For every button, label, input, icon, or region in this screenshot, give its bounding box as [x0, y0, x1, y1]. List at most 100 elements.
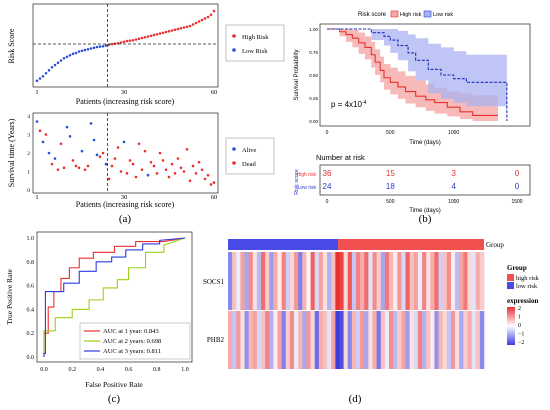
heatmap-cell-phb2: [302, 311, 307, 369]
risk-score-point: [68, 53, 72, 57]
km-ytick: 1.00: [309, 27, 318, 32]
heatmap-cell-phb2: [384, 311, 390, 369]
heatmap-cell-phb2: [372, 311, 377, 369]
heatmap-cell-phb2: [356, 311, 361, 369]
risk-score-point: [95, 45, 99, 49]
heatmap-cell-socs1: [306, 252, 311, 310]
risk-table-cell: 18: [386, 182, 395, 191]
risk-score-point: [152, 33, 156, 37]
roc-xtick: 0.8: [153, 367, 161, 373]
survival-time-point: [143, 149, 147, 153]
risk-table-title: Number at risk: [316, 153, 365, 162]
risk-table-cell: 36: [323, 169, 332, 178]
km-curve-low: [327, 28, 508, 121]
risk-score-point: [44, 71, 48, 75]
risk-score-point: [170, 29, 174, 32]
risk-score-point: [101, 44, 105, 48]
survival-time-point: [125, 172, 129, 175]
risk-table-cell: 0: [515, 169, 520, 178]
survival-time-point: [92, 138, 96, 142]
risk-score-point: [179, 26, 183, 30]
heatmap-cell-socs1: [401, 252, 406, 310]
risk-score-point: [176, 27, 180, 31]
heatmap-cell-socs1: [368, 252, 373, 310]
survival-time-point: [128, 159, 132, 162]
km-ytick: 0.25: [309, 96, 318, 101]
heatmap-cell-socs1: [479, 252, 485, 310]
heatmap-panel: Group SOCS1 PHB2 Group high risk low ris…: [203, 239, 540, 369]
panel-label-a: (a): [119, 213, 132, 225]
risk-score-point: [74, 51, 78, 55]
survival-time-point: [101, 151, 105, 155]
heatmap-cell-phb2: [236, 311, 241, 369]
risk-score-point: [125, 39, 129, 43]
heatmap-cell-phb2: [417, 311, 423, 369]
survival-time-xtick: 1: [35, 194, 38, 201]
heatmap-cell-socs1: [228, 252, 233, 310]
risk-score-point: [182, 26, 186, 29]
risk-score-point: [185, 25, 189, 29]
risk-score-ylabel: Risk Score: [7, 28, 16, 63]
risk-table-xtick: 0: [326, 199, 329, 205]
risk-table-xlabel: Time (days): [409, 208, 440, 214]
survival-time-point: [44, 133, 48, 136]
roc-curve: [43, 237, 186, 357]
heatmap-cell-socs1: [343, 252, 349, 310]
risk-score-point: [71, 52, 75, 56]
heatmap-cell-phb2: [450, 311, 456, 369]
survival-time-point: [206, 173, 210, 177]
heatmap-cell-socs1: [364, 252, 369, 310]
survival-time-xlabel: Patients (increasing risk score): [76, 200, 175, 209]
heatmap-cell-phb2: [455, 311, 460, 369]
roc-ytick: 0.2: [27, 331, 35, 337]
legend-high-risk-label: High Risk: [242, 34, 269, 41]
risk-score-point: [35, 79, 39, 83]
heatmap-cell-phb2: [405, 311, 410, 369]
legend-dead-marker: [232, 161, 236, 165]
survival-time-point: [182, 170, 186, 173]
roc-ytick: 0.6: [27, 284, 35, 290]
km-xlabel: Time (days): [409, 140, 440, 146]
survival-time-point: [89, 122, 93, 125]
risk-score-point: [89, 47, 93, 50]
heatmap-cell-phb2: [459, 311, 464, 369]
heatmap-cell-socs1: [269, 252, 274, 310]
risk-score-point: [158, 32, 162, 35]
risk-score-point: [119, 41, 123, 44]
heatmap-cell-phb2: [248, 311, 254, 369]
heatmap-cell-phb2: [269, 311, 274, 369]
heatmap-cell-phb2: [331, 311, 336, 369]
roc-ylabel: True Positive Rate: [5, 269, 14, 325]
heatmap-cell-socs1: [351, 252, 357, 310]
heatmap-cell-socs1: [281, 252, 287, 310]
heatmap-cell-socs1: [248, 252, 254, 310]
km-xtick: 500: [386, 130, 395, 136]
survival-time-point: [47, 151, 51, 155]
heatmap-cell-socs1: [314, 252, 320, 310]
heatmap-cell-phb2: [446, 311, 452, 369]
survival-time-point: [41, 140, 45, 144]
risk-score-point: [173, 28, 177, 32]
km-pvalue-base: p = 4x10: [331, 100, 362, 109]
heatmap-cell-socs1: [372, 252, 377, 310]
survival-time-point: [107, 177, 111, 181]
heatmap-cell-phb2: [442, 311, 448, 369]
risk-score-point: [131, 38, 135, 42]
risk-score-point: [167, 29, 171, 33]
roc-ytick: 0.4: [27, 307, 35, 313]
heatmap-cell-socs1: [430, 252, 435, 310]
survival-time-point: [185, 148, 189, 151]
heatmap-cell-phb2: [360, 311, 365, 369]
km-curves: [327, 28, 508, 121]
heatmap-cell-phb2: [318, 311, 324, 369]
survival-time-point: [53, 157, 57, 160]
risk-score-point: [209, 13, 213, 17]
heatmap-cell-phb2: [310, 311, 316, 369]
heatmap-cell-phb2: [322, 311, 328, 369]
heatmap-cell-socs1: [397, 252, 402, 310]
heatmap-cell-phb2: [244, 311, 249, 369]
risk-score-xlabel: Patients (increasing risk score): [76, 97, 175, 106]
heatmap-cell-phb2: [314, 311, 320, 369]
heatmap-cell-socs1: [434, 252, 439, 310]
heatmap-cell-phb2: [240, 311, 245, 369]
